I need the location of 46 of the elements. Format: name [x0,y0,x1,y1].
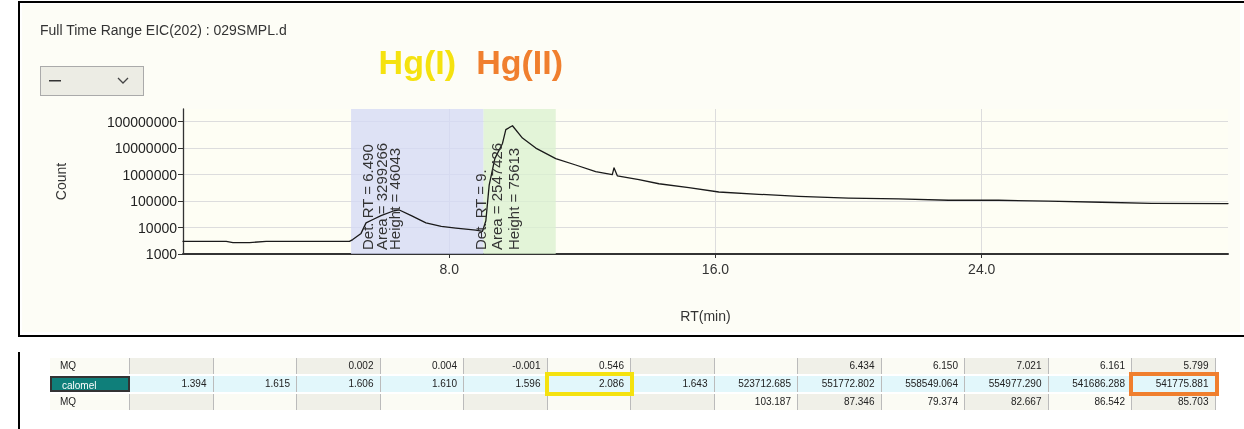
text: 0.002 [297,358,381,374]
x-tick-label: 24.0 [968,261,996,277]
x-tick-label: 8.0 [439,261,460,277]
x-tick-label: 16.0 [701,261,730,277]
annotation: Det. RT = 9. [471,169,489,250]
y-tick-label: 10000 [138,219,178,236]
text: 554977.290 [965,376,1049,392]
text: 7.021 [965,358,1049,374]
text: 1.606 [297,376,381,392]
text: 1.615 [213,376,297,392]
text: 87.346 [798,394,882,410]
y-tick-label: 100000000 [106,113,178,130]
text: 103.187 [714,394,798,410]
text: 523712.685 [714,376,798,392]
text: 541686.288 [1048,376,1132,392]
text: 85.703 [1132,394,1216,410]
y-tick-label: 1000 [145,246,178,262]
text: 6.150 [881,358,965,374]
text: 86.542 [1048,394,1132,410]
text: 6.161 [1048,358,1132,374]
text: calomel [50,376,130,392]
text: 1.610 [380,376,464,392]
text: 1.596 [464,376,548,392]
text: 0.546 [547,358,631,374]
y-tick-label: 10000000 [114,140,178,157]
y-tick-label: 1000000 [122,166,178,183]
text: MQ [50,358,130,374]
y-tick-label: 100000 [130,193,178,210]
annotation: Area = 2547426 [488,142,506,250]
text: 6.434 [798,358,882,374]
text: Hg(I) [378,43,456,81]
x-axis-title: RT(min) [680,308,731,324]
text: 558549.064 [881,376,965,392]
text: MQ [50,394,130,410]
text: 0.004 [380,358,464,374]
text: Hg(II) [476,43,564,81]
text: 5.799 [1132,358,1216,374]
text: 79.374 [881,394,965,410]
text: -0.001 [464,358,548,374]
annotation: Height = 75613 [504,147,522,250]
text: 1.643 [631,376,715,392]
chart-title: Full Time Range EIC(202) : 029SMPL.d [40,22,287,38]
text: 551772.802 [798,376,882,392]
y-axis-title: Count [53,162,69,201]
text: 82.667 [965,394,1049,410]
text: 1.394 [130,376,214,392]
